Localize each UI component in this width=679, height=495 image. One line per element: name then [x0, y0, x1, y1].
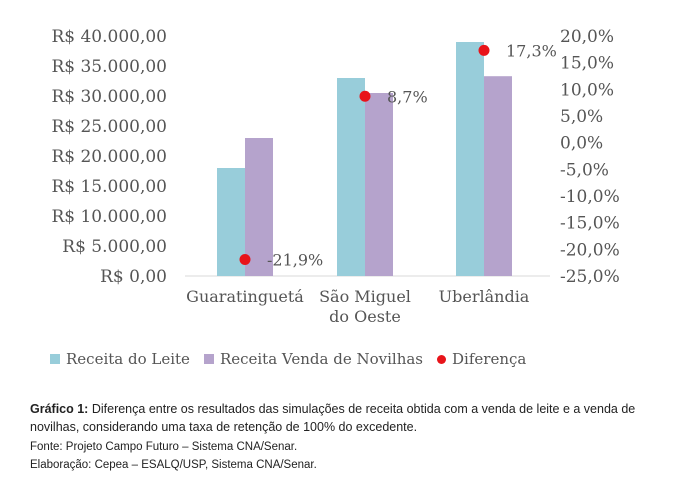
caption-main: Gráfico 1: Diferença entre os resultados…: [30, 400, 660, 436]
left-tick-label: R$ 10.000,00: [51, 207, 167, 227]
legend-swatch: [50, 354, 60, 364]
left-tick-label: R$ 35.000,00: [51, 57, 167, 77]
legend-swatch: [203, 354, 214, 364]
category-label: Uberlândia: [439, 287, 530, 306]
legend: Receita do Leite Receita Venda de Novilh…: [50, 350, 670, 368]
difference-marker: [478, 44, 490, 56]
right-tick-label: 20,0%: [560, 27, 614, 47]
category-label: do Oeste: [329, 307, 401, 326]
right-tick-label: -10,0%: [560, 187, 620, 207]
difference-marker: [359, 90, 371, 102]
left-axis-ticks: R$ 0,00 R$ 5.000,00 R$ 10.000,00 R$ 15.000,…: [51, 27, 167, 287]
bar: [484, 76, 512, 276]
right-tick-label: 10,0%: [560, 80, 614, 100]
left-tick-label: R$ 30.000,00: [51, 87, 167, 107]
right-tick-label: -25,0%: [560, 267, 620, 287]
figure-label: Gráfico 1:: [30, 402, 89, 416]
left-tick-label: R$ 15.000,00: [51, 177, 167, 197]
legend-item-receita-novilhas: Receita Venda de Novilhas: [203, 350, 424, 368]
right-tick-label: -15,0%: [560, 214, 620, 234]
caption-text: Diferença entre os resultados das simula…: [30, 402, 636, 434]
chart: R$ 0,00 R$ 5.000,00 R$ 10.000,00 R$ 15.000,…: [51, 27, 620, 326]
caption-credit: Elaboração: Cepea – ESALQ/USP, Sistema C…: [30, 459, 317, 471]
difference-markers: -21,9% 8,7% 17,3%: [239, 41, 557, 269]
right-tick-label: 15,0%: [560, 54, 614, 74]
right-tick-label: -5,0%: [560, 160, 609, 180]
legend-label: Diferença: [452, 350, 527, 368]
bar: [456, 42, 484, 276]
legend-item-diferenca: Diferença: [437, 350, 526, 368]
bar: [245, 138, 273, 276]
bar: [337, 78, 365, 276]
bar: [365, 93, 393, 276]
difference-marker: [239, 253, 251, 265]
legend-dot: [437, 354, 447, 364]
left-tick-label: R$ 0,00: [100, 267, 167, 287]
legend-label: Receita do Leite: [66, 350, 190, 368]
bars: [217, 42, 512, 276]
right-tick-label: 5,0%: [560, 107, 603, 127]
caption-source: Fonte: Projeto Campo Futuro – Sistema CN…: [30, 441, 298, 453]
right-tick-label: -20,0%: [560, 240, 620, 260]
left-tick-label: R$ 40.000,00: [51, 27, 167, 47]
left-tick-label: R$ 25.000,00: [51, 117, 167, 137]
category-label: São Miguel: [319, 287, 411, 306]
figure-caption: Gráfico 1: Diferença entre os resultados…: [30, 400, 660, 474]
legend-item-receita-leite: Receita do Leite: [50, 350, 190, 368]
right-tick-label: 0,0%: [560, 134, 603, 154]
left-tick-label: R$ 5.000,00: [62, 237, 167, 257]
data-label: 8,7%: [387, 87, 428, 106]
legend-label: Receita Venda de Novilhas: [219, 350, 424, 368]
data-label: -21,9%: [267, 250, 323, 269]
left-tick-label: R$ 20.000,00: [51, 147, 167, 167]
category-label: Guaratinguetá: [186, 287, 304, 306]
right-axis-ticks: -25,0% -20,0% -15,0% -10,0% -5,0% 0,0% 5,0% 10,…: [560, 27, 620, 287]
data-label: 17,3%: [506, 41, 557, 60]
